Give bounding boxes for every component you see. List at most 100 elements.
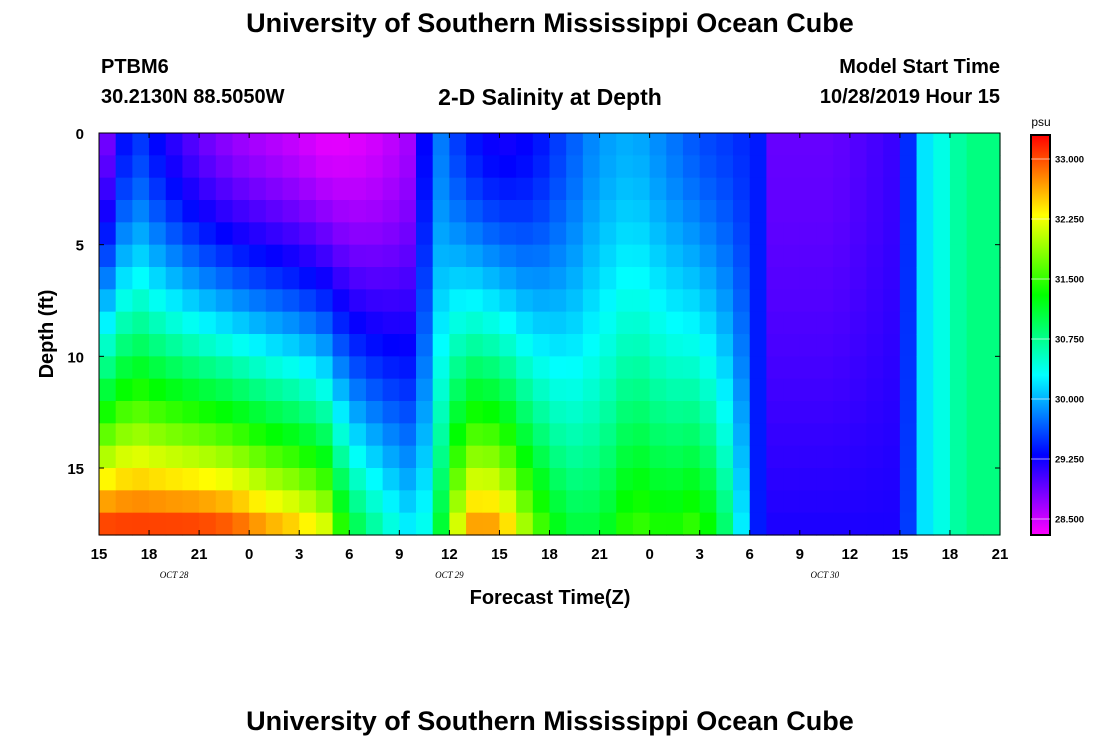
heatmap-cell [599,155,617,179]
heatmap-cell [933,423,951,447]
heatmap-cell [632,334,651,357]
heatmap-cell [165,356,184,380]
heatmap-cell [916,222,934,246]
heatmap-cell [666,490,684,514]
heatmap-cell [399,289,417,313]
heatmap-cell [516,490,534,514]
heatmap-cell [716,177,734,201]
heatmap-cell [682,133,701,156]
model-start-value: 10/28/2019 Hour 15 [819,86,1000,108]
heatmap-cell [199,423,217,447]
heatmap-cell [99,423,117,447]
heatmap-cell [482,200,501,223]
heatmap-cell [499,468,517,491]
heatmap-cell [416,244,434,268]
heatmap-cell [682,177,701,201]
heatmap-cell [833,445,851,469]
heatmap-cell [99,155,117,179]
heatmap-cell [315,356,334,380]
heatmap-cell [983,445,1001,469]
heatmap-cell [616,490,634,514]
heatmap-cell [349,133,367,156]
heatmap-cell [432,222,450,246]
heatmap-cell [432,155,450,179]
heatmap-cell [365,423,384,447]
heatmap-cell [416,401,434,424]
heatmap-cell [549,289,567,313]
heatmap-cell [315,512,334,536]
heatmap-cell [265,378,284,402]
heatmap-cell [833,512,851,536]
heatmap-cell [766,200,784,223]
heatmap-cell [582,378,601,402]
heatmap-cell [399,133,417,156]
heatmap-cell [182,356,200,380]
heatmap-cell [215,334,234,357]
heatmap-cell [783,445,801,469]
heatmap-cell [966,423,984,447]
heatmap-cell [249,334,267,357]
heatmap-cell [215,356,234,380]
heatmap-cell [99,200,117,223]
heatmap-cell [582,289,601,313]
heatmap-cell [232,468,250,491]
heatmap-cell [949,133,968,156]
heatmap-cell [916,490,934,514]
heatmap-cell [966,222,984,246]
heatmap-cell [699,155,717,179]
heatmap-cell [833,177,851,201]
heatmap-cell [733,133,751,156]
heatmap-cell [849,222,868,246]
heatmap-cell [666,378,684,402]
model-start-label: Model Start Time [839,56,1000,78]
heatmap-cell [349,468,367,491]
heatmap-cell [499,289,517,313]
heatmap-cell [382,177,400,201]
heatmap-cell [833,334,851,357]
heatmap-cell [632,200,651,223]
heatmap-cell [799,133,818,156]
heatmap-cell [466,155,484,179]
heatmap-cell [215,244,234,268]
heatmap-cell [766,222,784,246]
heatmap-cell [849,289,868,313]
heatmap-cell [249,155,267,179]
heatmap-cell [866,133,884,156]
heatmap-cell [416,490,434,514]
heatmap-cell [899,155,918,179]
heatmap-cell [949,378,968,402]
heatmap-cell [783,244,801,268]
heatmap-cell [783,133,801,156]
heatmap-cell [682,490,701,514]
heatmap-cell [532,133,551,156]
heatmap-cell [215,177,234,201]
heatmap-cell [966,133,984,156]
heatmap-cell [466,311,484,335]
heatmap-cell [199,334,217,357]
heatmap-cell [482,401,501,424]
heatmap-cell [265,267,284,290]
heatmap-cell [149,512,167,536]
heatmap-cell [399,244,417,268]
heatmap-cell [416,423,434,447]
heatmap-cell [799,155,818,179]
heatmap-cell [666,200,684,223]
colorbar: 33.000 32.250 31.500 30.750 30.000 29.250 28.5… [1030,134,1084,536]
heatmap-cell [215,155,234,179]
heatmap-cell [182,468,200,491]
heatmap-cell [315,177,334,201]
heatmap-cell [399,267,417,290]
y-axis-label: Depth (ft) [36,290,58,379]
heatmap-cell [315,445,334,469]
heatmap-cell [199,133,217,156]
heatmap-cell [332,267,350,290]
heatmap-cell [466,423,484,447]
heatmap-cell [783,356,801,380]
heatmap-cell [799,200,818,223]
heatmap-cell [199,222,217,246]
heatmap-cell [466,378,484,402]
heatmap-cell [899,512,918,536]
heatmap-cell [165,244,184,268]
heatmap-cell [132,401,150,424]
heatmap-cell [199,244,217,268]
